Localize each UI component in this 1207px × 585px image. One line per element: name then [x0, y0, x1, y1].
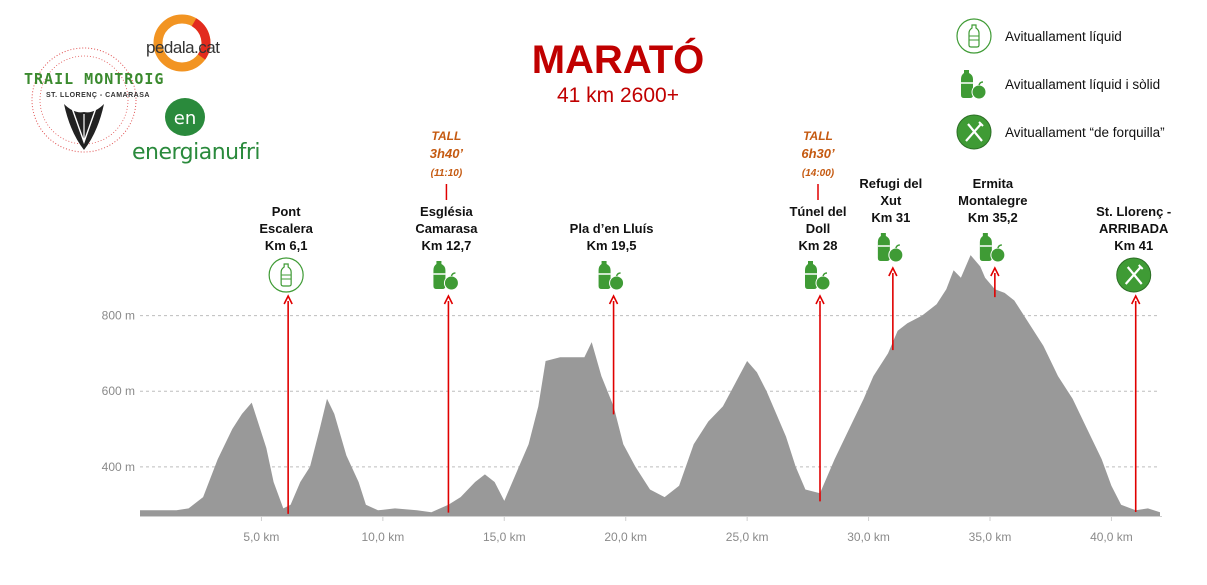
marker-arrowhead — [815, 294, 825, 305]
marker-label-line: Km 28 — [798, 238, 837, 253]
fork-knife-icon — [1116, 257, 1152, 293]
x-tick-label: 35,0 km — [969, 530, 1012, 544]
bottle-apple-icon — [805, 261, 831, 291]
bottle-apple-icon — [979, 233, 1006, 263]
marker-label-line: Església — [420, 204, 474, 219]
bottle-apple-icon — [598, 261, 625, 291]
marker-label-line: Km 41 — [1114, 238, 1153, 253]
marker-label-line: ARRIBADA — [1099, 221, 1169, 236]
legend-item-liquid: Avituallament líquid — [955, 14, 1205, 58]
legend-label-liquid: Avituallament líquid — [1005, 28, 1122, 44]
marker-arrowhead — [443, 294, 454, 305]
marker-label-line: Km 35,2 — [968, 210, 1018, 225]
cutoff-text: TALL — [803, 129, 833, 143]
cutoff-text: 6h30’ — [801, 146, 835, 161]
bottle-apple-icon — [433, 261, 459, 291]
chart-subtitle: 41 km 2600+ — [557, 84, 679, 107]
marker-label-line: Ermita — [973, 176, 1014, 191]
water-bottle-icon — [268, 257, 304, 293]
marker-4: Refugi del Xut Km 31 — [859, 176, 922, 351]
x-tick-label: 20,0 km — [604, 530, 647, 544]
marker-6: St. Llorenç - ARRIBADA Km 41 — [1096, 204, 1171, 512]
y-tick-label: 800 m — [102, 309, 135, 323]
marker-label-line: Pla d’en Lluís — [570, 221, 654, 236]
water-bottle-icon — [956, 18, 992, 54]
marker-label-line: Km 19,5 — [587, 238, 637, 253]
marker-label-line: Km 6,1 — [265, 238, 308, 253]
marker-0: Pont Escalera Km 6,1 — [259, 204, 314, 514]
bottle-apple-icon — [961, 70, 987, 100]
y-tick-labels: 400 m 600 m 800 m — [102, 309, 135, 474]
marker-label-line: Escalera — [259, 221, 313, 236]
bottle-apple-icon — [877, 233, 904, 263]
trail-montroig-logo — [31, 47, 137, 153]
x-tick-label: 5,0 km — [243, 530, 279, 544]
legend-label-fork: Avituallament “de forquilla” — [1005, 124, 1165, 140]
marker-label-line: Xut — [880, 193, 902, 208]
marker-label-line: Doll — [806, 221, 831, 236]
marker-2: Pla d’en Lluís Km 19,5 — [570, 221, 654, 415]
marker-1: Església Camarasa Km 12,7 TALL 3h40’ (11:10) — [415, 129, 478, 513]
legend: Avituallament líquid Avituallament líqui… — [955, 14, 1205, 158]
energia-logo-text: energianufri — [132, 140, 261, 165]
energia-nufri-logo: en — [165, 98, 205, 136]
y-tick-label: 400 m — [102, 460, 135, 474]
marker-5: Ermita Montalegre Km 35,2 — [958, 176, 1028, 298]
legend-label-liquid-solid: Avituallament líquid i sòlid — [1005, 76, 1161, 92]
pedala-logo-text: pedala.cat — [146, 38, 220, 57]
trail-logo-text: TRAIL MONTROIG — [24, 70, 165, 88]
x-tick-label: 10,0 km — [362, 530, 405, 544]
fork-knife-icon — [956, 114, 992, 150]
cutoff-text: (14:00) — [802, 168, 835, 179]
marker-arrowhead — [1130, 294, 1141, 305]
cutoff-text: 3h40’ — [430, 146, 464, 161]
y-tick-label: 600 m — [102, 384, 135, 398]
x-tick-label: 15,0 km — [483, 530, 526, 544]
pedala-logo — [153, 14, 211, 72]
elevation-profile-area — [140, 255, 1160, 516]
marker-arrowhead — [888, 266, 898, 277]
trail-logo-subtext: ST. LLORENÇ - CAMARASA — [46, 92, 150, 99]
marker-label-line: Pont — [272, 204, 302, 219]
chart-title: MARATÓ — [532, 36, 705, 82]
legend-item-liquid-solid: Avituallament líquid i sòlid — [955, 62, 1205, 106]
marker-label-line: Km 12,7 — [421, 238, 471, 253]
cutoff-text: TALL — [432, 129, 462, 143]
marker-label-line: Camarasa — [415, 221, 478, 236]
x-tick-label: 25,0 km — [726, 530, 769, 544]
marker-label-line: St. Llorenç - — [1096, 204, 1171, 219]
marker-arrowhead — [283, 294, 293, 305]
marker-arrowhead — [608, 294, 619, 305]
cutoff-text: (11:10) — [431, 168, 463, 179]
marker-label-line: Montalegre — [958, 193, 1027, 208]
x-tick-label: 30,0 km — [847, 530, 890, 544]
legend-item-fork: Avituallament “de forquilla” — [955, 110, 1205, 154]
marker-arrowhead — [990, 266, 1000, 277]
marker-3: Túnel del Doll Km 28 TALL 6h30’ (14:00) — [789, 129, 847, 502]
x-tick-label: 40,0 km — [1090, 530, 1133, 544]
aid-station-markers: Pont Escalera Km 6,1 Església Camarasa Km 12,… — [259, 129, 1171, 514]
svg-text:en: en — [174, 108, 196, 129]
marker-label-line: Refugi del — [859, 176, 922, 191]
x-tick-labels: 5,0 km 10,0 km 15,0 km 20,0 km 25,0 km 30,0 k… — [243, 516, 1133, 544]
marker-label-line: Km 31 — [871, 210, 910, 225]
marker-label-line: Túnel del — [789, 204, 846, 219]
